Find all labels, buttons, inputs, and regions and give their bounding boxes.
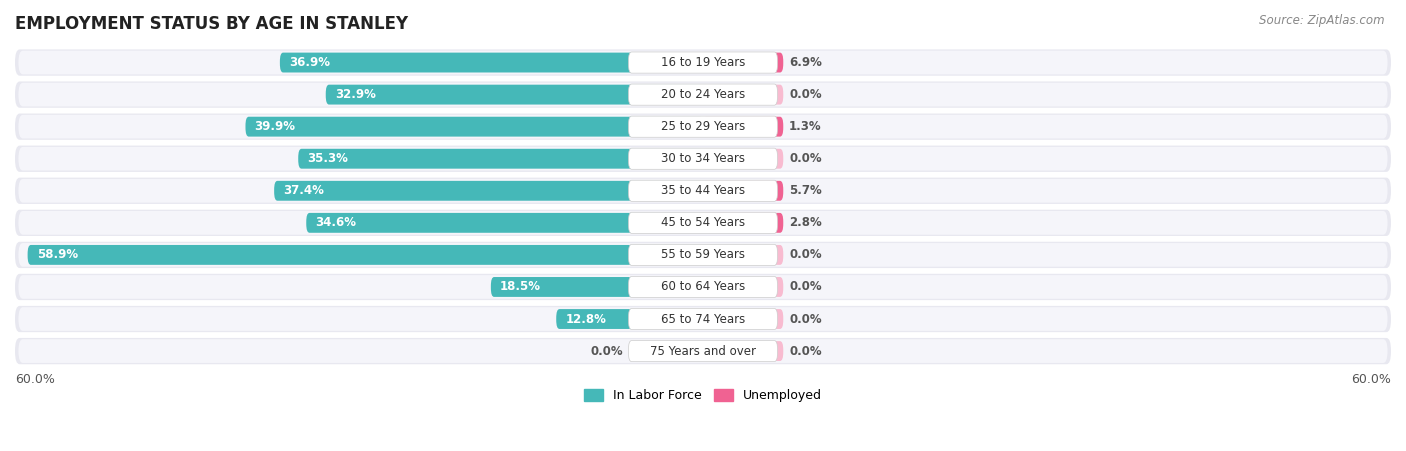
FancyBboxPatch shape — [703, 149, 783, 169]
Text: 35.3%: 35.3% — [308, 152, 349, 165]
Text: 0.0%: 0.0% — [789, 152, 821, 165]
FancyBboxPatch shape — [628, 244, 778, 266]
FancyBboxPatch shape — [628, 52, 778, 73]
FancyBboxPatch shape — [628, 180, 778, 201]
Text: 5.7%: 5.7% — [789, 184, 821, 197]
FancyBboxPatch shape — [703, 309, 783, 329]
FancyBboxPatch shape — [326, 85, 703, 105]
Text: 60 to 64 Years: 60 to 64 Years — [661, 281, 745, 294]
Text: 34.6%: 34.6% — [315, 216, 357, 230]
FancyBboxPatch shape — [491, 277, 703, 297]
Text: 6.9%: 6.9% — [789, 56, 823, 69]
Text: 18.5%: 18.5% — [501, 281, 541, 294]
FancyBboxPatch shape — [18, 115, 1388, 138]
FancyBboxPatch shape — [18, 243, 1388, 267]
Text: 1.3%: 1.3% — [789, 120, 821, 133]
Text: 45 to 54 Years: 45 to 54 Years — [661, 216, 745, 230]
FancyBboxPatch shape — [280, 53, 703, 73]
Text: 25 to 29 Years: 25 to 29 Years — [661, 120, 745, 133]
Text: 35 to 44 Years: 35 to 44 Years — [661, 184, 745, 197]
Text: 39.9%: 39.9% — [254, 120, 295, 133]
Text: 2.8%: 2.8% — [789, 216, 821, 230]
Text: 0.0%: 0.0% — [789, 345, 821, 358]
FancyBboxPatch shape — [18, 275, 1388, 299]
FancyBboxPatch shape — [15, 146, 1391, 172]
Text: 32.9%: 32.9% — [335, 88, 375, 101]
FancyBboxPatch shape — [18, 339, 1388, 363]
FancyBboxPatch shape — [557, 309, 703, 329]
FancyBboxPatch shape — [15, 210, 1391, 236]
FancyBboxPatch shape — [703, 53, 783, 73]
FancyBboxPatch shape — [18, 83, 1388, 106]
Text: 60.0%: 60.0% — [1351, 373, 1391, 386]
FancyBboxPatch shape — [703, 117, 783, 137]
Text: 0.0%: 0.0% — [789, 249, 821, 262]
FancyBboxPatch shape — [703, 181, 783, 201]
Text: 16 to 19 Years: 16 to 19 Years — [661, 56, 745, 69]
FancyBboxPatch shape — [15, 306, 1391, 332]
FancyBboxPatch shape — [628, 276, 778, 298]
Text: 55 to 59 Years: 55 to 59 Years — [661, 249, 745, 262]
Text: Source: ZipAtlas.com: Source: ZipAtlas.com — [1260, 14, 1385, 27]
FancyBboxPatch shape — [703, 277, 783, 297]
Text: 0.0%: 0.0% — [789, 88, 821, 101]
Text: 60.0%: 60.0% — [15, 373, 55, 386]
FancyBboxPatch shape — [15, 50, 1391, 76]
FancyBboxPatch shape — [15, 338, 1391, 364]
FancyBboxPatch shape — [15, 274, 1391, 300]
Text: 0.0%: 0.0% — [789, 281, 821, 294]
Text: 65 to 74 Years: 65 to 74 Years — [661, 313, 745, 326]
FancyBboxPatch shape — [628, 341, 778, 362]
Text: 30 to 34 Years: 30 to 34 Years — [661, 152, 745, 165]
FancyBboxPatch shape — [628, 148, 778, 169]
FancyBboxPatch shape — [703, 85, 783, 105]
Text: 75 Years and over: 75 Years and over — [650, 345, 756, 358]
FancyBboxPatch shape — [15, 242, 1391, 268]
FancyBboxPatch shape — [15, 82, 1391, 108]
FancyBboxPatch shape — [15, 178, 1391, 204]
FancyBboxPatch shape — [628, 116, 778, 137]
Legend: In Labor Force, Unemployed: In Labor Force, Unemployed — [579, 384, 827, 407]
FancyBboxPatch shape — [18, 51, 1388, 74]
Text: 0.0%: 0.0% — [591, 345, 623, 358]
Text: 0.0%: 0.0% — [789, 313, 821, 326]
Text: EMPLOYMENT STATUS BY AGE IN STANLEY: EMPLOYMENT STATUS BY AGE IN STANLEY — [15, 15, 408, 33]
FancyBboxPatch shape — [274, 181, 703, 201]
Text: 12.8%: 12.8% — [565, 313, 606, 326]
FancyBboxPatch shape — [703, 245, 783, 265]
FancyBboxPatch shape — [307, 213, 703, 233]
FancyBboxPatch shape — [298, 149, 703, 169]
FancyBboxPatch shape — [628, 308, 778, 330]
FancyBboxPatch shape — [18, 147, 1388, 170]
FancyBboxPatch shape — [18, 179, 1388, 202]
FancyBboxPatch shape — [28, 245, 703, 265]
FancyBboxPatch shape — [628, 212, 778, 234]
FancyBboxPatch shape — [18, 307, 1388, 331]
FancyBboxPatch shape — [18, 211, 1388, 235]
FancyBboxPatch shape — [15, 114, 1391, 140]
Text: 20 to 24 Years: 20 to 24 Years — [661, 88, 745, 101]
FancyBboxPatch shape — [703, 341, 783, 361]
FancyBboxPatch shape — [703, 213, 783, 233]
FancyBboxPatch shape — [246, 117, 703, 137]
Text: 58.9%: 58.9% — [37, 249, 77, 262]
Text: 37.4%: 37.4% — [284, 184, 325, 197]
Text: 36.9%: 36.9% — [290, 56, 330, 69]
FancyBboxPatch shape — [628, 84, 778, 105]
